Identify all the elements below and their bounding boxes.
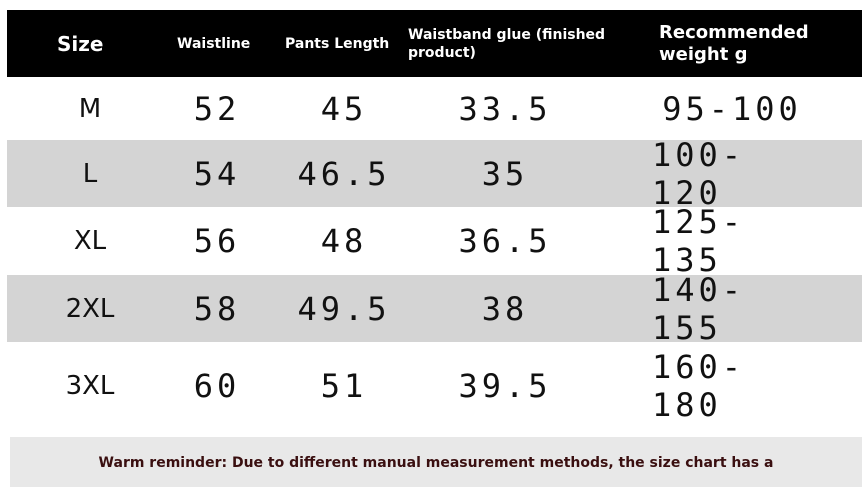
table-cell: 36.5 (458, 222, 552, 260)
table-cell: 100-120 (652, 135, 746, 212)
table-cell: 49.5 (297, 289, 391, 328)
table-cell: M (78, 93, 102, 124)
table-cell: 2XL (65, 293, 115, 324)
table-row: 2XL 58 49.5 38 140-155 (7, 270, 862, 347)
page: Size Waistline Pants Length Waistband gl… (7, 10, 862, 487)
table-cell: 125-135 (652, 203, 746, 279)
table-cell: 39.5 (458, 367, 552, 405)
table-row: 3XL 60 51 39.5 160-180 (7, 342, 862, 430)
table-cell: 160-180 (652, 348, 746, 424)
header-cell: Waistband glue (finished product) (408, 26, 606, 61)
table-cell: XL (73, 226, 107, 256)
table-row: L 54 46.5 35 100-120 (7, 135, 862, 212)
footer-text: Warm reminder: Due to different manual m… (98, 455, 774, 471)
header-cell: Waistline (177, 35, 251, 52)
table-cell: 38 (481, 289, 529, 328)
table-cell: 3XL (65, 371, 115, 401)
header-cell: Recommended weight g (659, 21, 809, 65)
table-cell: 45 (320, 89, 368, 128)
table-cell: 33.5 (458, 89, 552, 128)
table-cell: 54 (193, 154, 241, 193)
table-header: Size Waistline Pants Length Waistband gl… (7, 10, 862, 77)
table-row: M 52 45 33.5 95-100 (7, 77, 862, 140)
table-cell: 35 (481, 154, 529, 193)
footer: Warm reminder: Due to different manual m… (10, 437, 862, 487)
table-cell: 48 (320, 222, 368, 260)
table-cell: 60 (193, 367, 241, 405)
table-cell: L (82, 158, 98, 189)
header-cell: Pants Length (285, 35, 390, 52)
table-cell: 52 (193, 89, 241, 128)
table-row: XL 56 48 36.5 125-135 (7, 203, 862, 279)
table-cell: 140-155 (652, 270, 746, 347)
table-cell: 95-100 (662, 89, 802, 128)
header-cell: Size (57, 31, 104, 56)
table-cell: 51 (320, 367, 368, 405)
table-cell: 58 (193, 289, 241, 328)
table-cell: 46.5 (297, 154, 391, 193)
table-cell: 56 (193, 222, 241, 260)
